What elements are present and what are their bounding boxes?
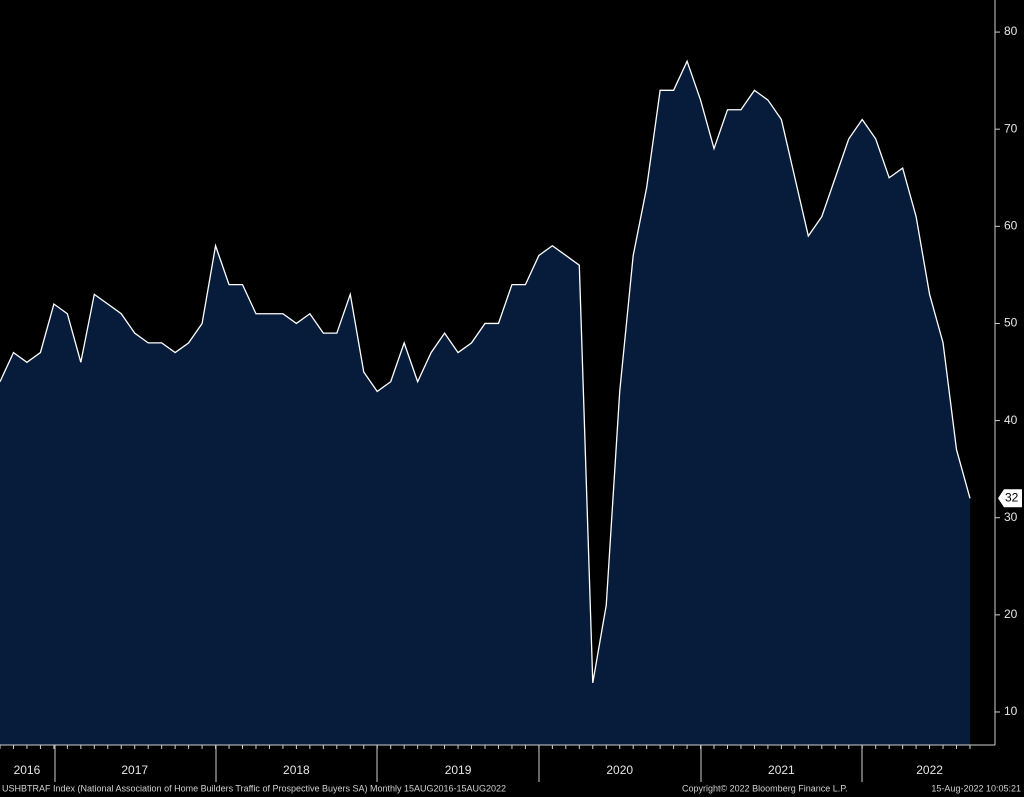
- x-tick-label: 2018: [283, 763, 310, 777]
- plot-area: [0, 59, 971, 746]
- y-tick-label: 30: [1004, 510, 1018, 524]
- y-tick-label: 50: [1004, 316, 1018, 330]
- last-value-flag: [998, 489, 1022, 508]
- y-tick-label: 20: [1004, 607, 1018, 621]
- y-tick-label: 10: [1004, 704, 1018, 718]
- x-tick-label: 2017: [121, 763, 148, 777]
- y-tick-label: 70: [1004, 121, 1018, 135]
- footer-description: USHBTRAF Index (National Association of …: [2, 783, 506, 793]
- x-tick-label: 2022: [916, 763, 943, 777]
- y-tick-label: 60: [1004, 218, 1018, 232]
- x-tick-label: 2019: [445, 763, 472, 777]
- line: [0, 59, 971, 683]
- last-value-label: 32: [1005, 490, 1019, 504]
- footer-copyright: Copyright© 2022 Bloomberg Finance L.P.: [682, 783, 848, 793]
- y-tick-label: 80: [1004, 24, 1018, 38]
- y-tick-label: 40: [1004, 413, 1018, 427]
- x-tick-label: 2016: [14, 763, 41, 777]
- x-tick-label: 2020: [606, 763, 633, 777]
- area: [0, 61, 970, 746]
- year-separators: [54, 745, 863, 782]
- footer-timestamp: 15-Aug-2022 10:05:21: [931, 783, 1021, 793]
- x-tick-label: 2021: [768, 763, 795, 777]
